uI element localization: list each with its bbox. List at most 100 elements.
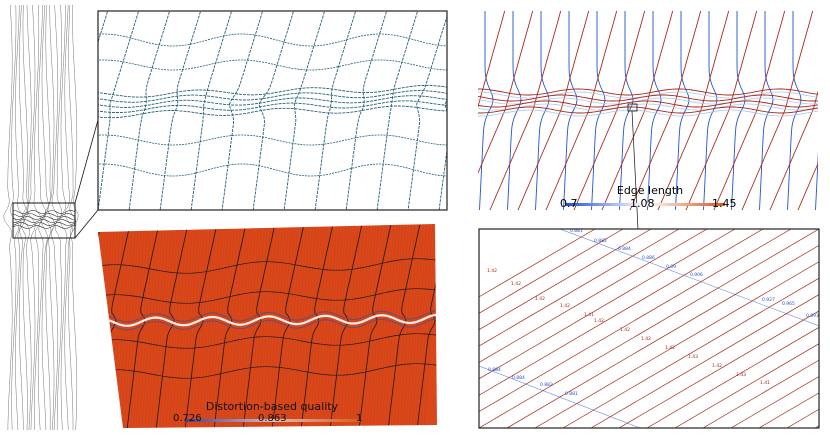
surface-texture [339,224,356,428]
surface-texture [420,224,437,428]
edge-red-line [629,11,702,210]
edge-band-faint [478,103,818,111]
surface-texture [147,224,164,428]
surface-texture [351,224,368,428]
zoom-red-line [479,229,792,413]
mesh-contour [98,134,447,146]
surface-texture [144,224,161,428]
edge-band-faint [478,109,818,117]
zoom-red-value: 1.42 [487,268,497,274]
surface-texture [366,224,383,428]
surface-texture [348,224,365,428]
surface-texture [345,224,362,428]
zoom-red-value: 1.41 [584,312,594,318]
overview-band-line [12,216,75,220]
surface-texture [321,224,338,428]
surface-texture [336,224,353,428]
edge-band-red [478,100,818,108]
mesh-contour [98,163,447,177]
surface-texture [378,224,395,428]
surface-texture [324,224,341,428]
surface-contour [416,224,437,428]
zoom-red-line [590,294,819,428]
zoom-blue-value: 0.882 [594,238,607,244]
surface-texture [357,224,374,428]
zoom-blue-value: 0.886 [642,255,655,261]
surface-texture [327,224,344,428]
overview-line [54,4,63,430]
overview-band-line [12,225,76,229]
surface-texture [291,224,308,428]
overview-line [47,4,55,431]
edge-red-line [741,11,814,210]
zoom-detail-frame [478,228,820,429]
zoom-red-value: 1.42 [665,345,675,351]
surface-texture [372,224,389,428]
surface-texture [417,224,434,428]
edge-band-red [478,88,818,96]
overview-line [51,4,59,431]
surface-horizontal [99,333,437,349]
surface-texture [183,224,200,428]
mesh-contour [98,59,447,71]
surface-horizontal [99,363,437,379]
zoom-blue-value: 0.881 [565,391,578,397]
overview-line [37,4,46,431]
mesh-contour [98,33,447,47]
zoom-red-line [674,343,819,428]
surface-texture [210,224,227,428]
surface-texture [384,224,401,428]
overview-line [70,5,79,431]
edge-blue-line [703,11,718,210]
zoom-blue-value: 0.893 [806,313,819,319]
surface-texture [129,224,146,428]
zoom-blue-value: 0.881 [570,228,583,234]
zoom-blue-value: 0.884 [512,375,525,381]
zoom-blue-line [479,365,641,428]
surface-texture [306,224,323,428]
mesh-band-line [98,95,447,108]
overview-line [64,4,73,431]
zoom-blue-value: 0.927 [762,297,775,303]
surface-texture [213,224,230,428]
quality-surface [98,224,437,428]
surface-texture [98,224,107,428]
surface-contour [358,224,392,428]
zoom-red-line [479,229,736,380]
zoom-connector-edges [631,110,639,230]
surface-texture [150,224,167,428]
zoom-blue-value: 0.965 [782,301,795,307]
zoom-red-line [479,229,652,331]
surface-texture [282,224,299,428]
surface-contour [329,224,363,428]
zoom-red-value: 1.42 [594,318,604,324]
edge-length-max: 1.45 [712,197,737,210]
overview-band-line [12,213,76,217]
zoomed-mesh-frame [97,10,448,211]
surface-texture [138,224,155,428]
zoom-red-value: 1.42 [560,303,570,309]
surface-texture [381,224,398,428]
surface-texture [399,224,416,428]
surface-wave [107,318,437,331]
edge-length-mid: 1.08 [630,197,655,210]
edge-blue-line [535,11,550,210]
surface-contour [213,224,247,428]
surface-texture [375,224,392,428]
zoom-red-value: 1.41 [760,380,770,386]
overview-line [41,4,50,431]
mesh-band-line [98,84,447,98]
surface-texture [141,224,158,428]
zoom-blue-value: 0.882 [540,382,553,388]
zoom-red-line [479,229,819,428]
surface-texture [165,224,182,428]
zoom-connector-bottom [74,209,99,239]
mesh-line [376,11,419,210]
zoom-red-line [479,229,764,396]
edge-red-line [797,162,818,210]
zoom-red-value: 1.42 [712,363,722,369]
zoom-blue-value: 0.906 [690,272,703,278]
overview-line [18,4,28,431]
surface-texture [216,224,233,428]
